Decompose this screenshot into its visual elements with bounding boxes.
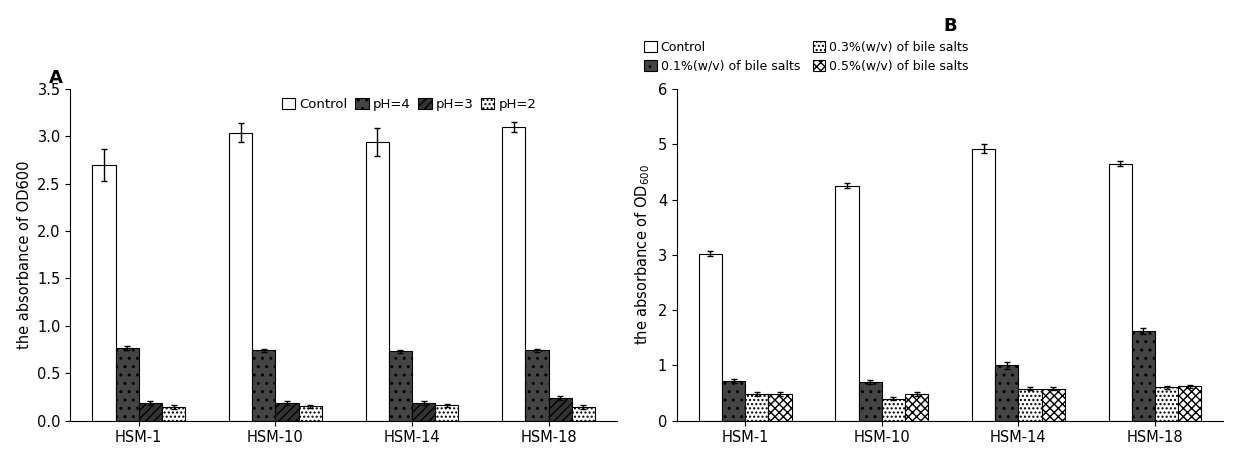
Bar	[412, 402, 435, 420]
Bar	[836, 186, 858, 420]
Bar	[526, 351, 548, 420]
Bar	[745, 394, 769, 420]
Bar	[1132, 331, 1154, 420]
Bar	[972, 149, 996, 420]
Y-axis label: the absorbance of OD600: the absorbance of OD600	[16, 161, 32, 349]
Bar	[1018, 389, 1042, 420]
Y-axis label: the absorbance of OD$_{600}$: the absorbance of OD$_{600}$	[634, 164, 652, 346]
Bar	[996, 365, 1018, 420]
Bar	[299, 407, 322, 420]
Bar	[548, 398, 572, 420]
Bar	[1109, 164, 1132, 420]
Bar	[162, 407, 185, 420]
Text: A: A	[48, 69, 62, 87]
Bar	[858, 382, 882, 420]
Bar	[722, 381, 745, 420]
Bar	[115, 348, 139, 420]
Title: B: B	[944, 17, 957, 35]
Bar	[275, 402, 299, 420]
Legend: Control, pH=4, pH=3, pH=2: Control, pH=4, pH=3, pH=2	[277, 92, 542, 116]
Bar	[882, 399, 905, 420]
Bar	[366, 142, 389, 420]
Bar	[572, 407, 595, 420]
Bar	[435, 406, 459, 420]
Bar	[905, 394, 929, 420]
Bar	[769, 394, 791, 420]
Bar	[502, 127, 526, 420]
Bar	[252, 351, 275, 420]
Bar	[139, 402, 162, 420]
Bar	[1042, 389, 1065, 420]
Bar	[389, 352, 412, 420]
Bar	[92, 165, 115, 420]
Bar	[1154, 388, 1178, 420]
Bar	[699, 254, 722, 420]
Legend: Control, 0.1%(w/v) of bile salts, 0.3%(w/v) of bile salts, 0.5%(w/v) of bile sal: Control, 0.1%(w/v) of bile salts, 0.3%(w…	[640, 36, 973, 78]
Bar	[229, 133, 252, 420]
Bar	[1178, 386, 1202, 420]
